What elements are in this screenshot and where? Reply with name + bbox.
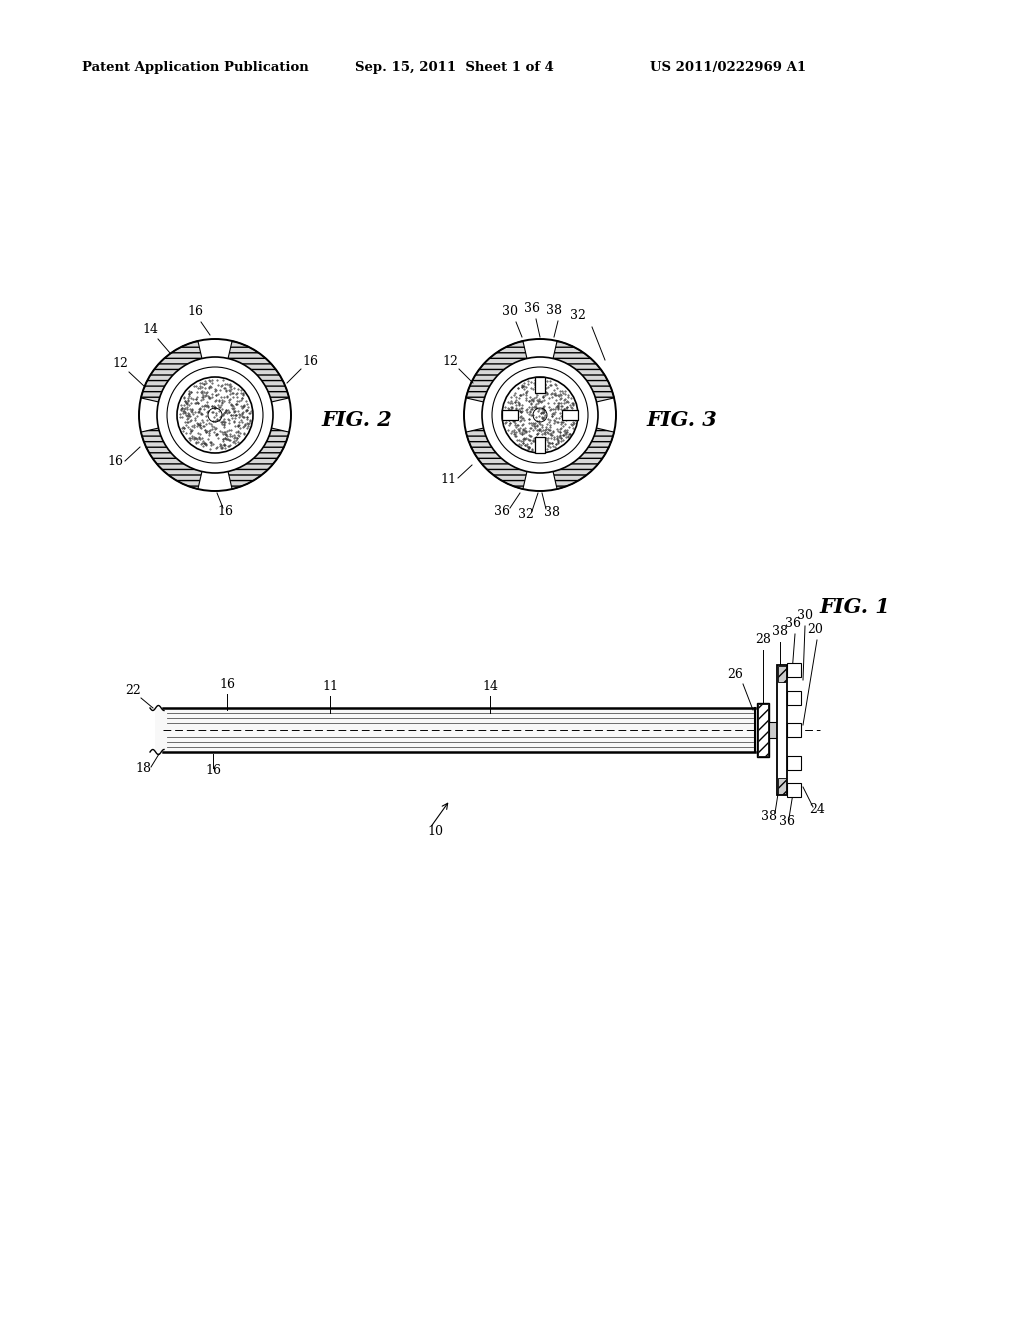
Text: 11: 11: [322, 680, 338, 693]
Text: 28: 28: [755, 634, 771, 645]
Text: 38: 38: [761, 810, 777, 822]
Text: 30: 30: [797, 609, 813, 622]
Bar: [502, 411, 518, 420]
Bar: [777, 665, 787, 795]
Text: 32: 32: [518, 508, 534, 521]
Circle shape: [177, 378, 253, 453]
Text: 30: 30: [502, 305, 518, 318]
Bar: [769, 722, 777, 738]
Text: 12: 12: [442, 355, 458, 368]
Bar: [787, 783, 801, 797]
Wedge shape: [227, 428, 289, 488]
Text: 14: 14: [142, 323, 158, 337]
Text: 36: 36: [779, 814, 795, 828]
Text: 38: 38: [546, 304, 562, 317]
Wedge shape: [141, 341, 203, 403]
Bar: [757, 704, 769, 756]
Bar: [535, 378, 545, 393]
Wedge shape: [553, 341, 614, 403]
Text: 11: 11: [440, 473, 456, 486]
Bar: [562, 411, 578, 420]
Bar: [778, 777, 786, 795]
Text: 16: 16: [187, 305, 203, 318]
Text: 38: 38: [544, 506, 560, 519]
Text: 16: 16: [219, 678, 234, 690]
Text: 16: 16: [205, 764, 221, 777]
Text: FIG. 1: FIG. 1: [819, 597, 890, 616]
Text: 36: 36: [785, 616, 801, 630]
Circle shape: [157, 356, 273, 473]
Text: 16: 16: [302, 355, 318, 368]
Bar: [758, 704, 768, 756]
Text: US 2011/0222969 A1: US 2011/0222969 A1: [650, 62, 806, 74]
Wedge shape: [553, 428, 614, 488]
Text: 12: 12: [112, 356, 128, 370]
Text: 10: 10: [427, 825, 443, 838]
Bar: [787, 755, 801, 770]
Wedge shape: [466, 341, 527, 403]
Wedge shape: [141, 428, 203, 488]
Text: 20: 20: [807, 623, 823, 636]
Text: Sep. 15, 2011  Sheet 1 of 4: Sep. 15, 2011 Sheet 1 of 4: [355, 62, 554, 74]
Text: FIG. 3: FIG. 3: [646, 411, 717, 430]
Text: 36: 36: [524, 302, 540, 315]
Wedge shape: [227, 341, 289, 403]
Text: 16: 16: [106, 455, 123, 469]
Bar: [787, 690, 801, 705]
Text: 38: 38: [772, 624, 788, 638]
Bar: [778, 667, 786, 682]
Text: 14: 14: [482, 680, 498, 693]
Text: 22: 22: [125, 684, 141, 697]
Text: 24: 24: [809, 803, 825, 816]
Text: 32: 32: [570, 309, 586, 322]
Text: 18: 18: [135, 762, 151, 775]
Circle shape: [502, 378, 578, 453]
Wedge shape: [466, 428, 527, 488]
Text: Patent Application Publication: Patent Application Publication: [82, 62, 309, 74]
Bar: [535, 437, 545, 453]
Text: 36: 36: [494, 506, 510, 517]
Bar: [155, 708, 755, 752]
Bar: [787, 663, 801, 677]
Text: FIG. 2: FIG. 2: [321, 411, 392, 430]
Circle shape: [482, 356, 598, 473]
Text: 16: 16: [217, 506, 233, 517]
Text: 26: 26: [727, 668, 743, 681]
Bar: [787, 723, 801, 737]
